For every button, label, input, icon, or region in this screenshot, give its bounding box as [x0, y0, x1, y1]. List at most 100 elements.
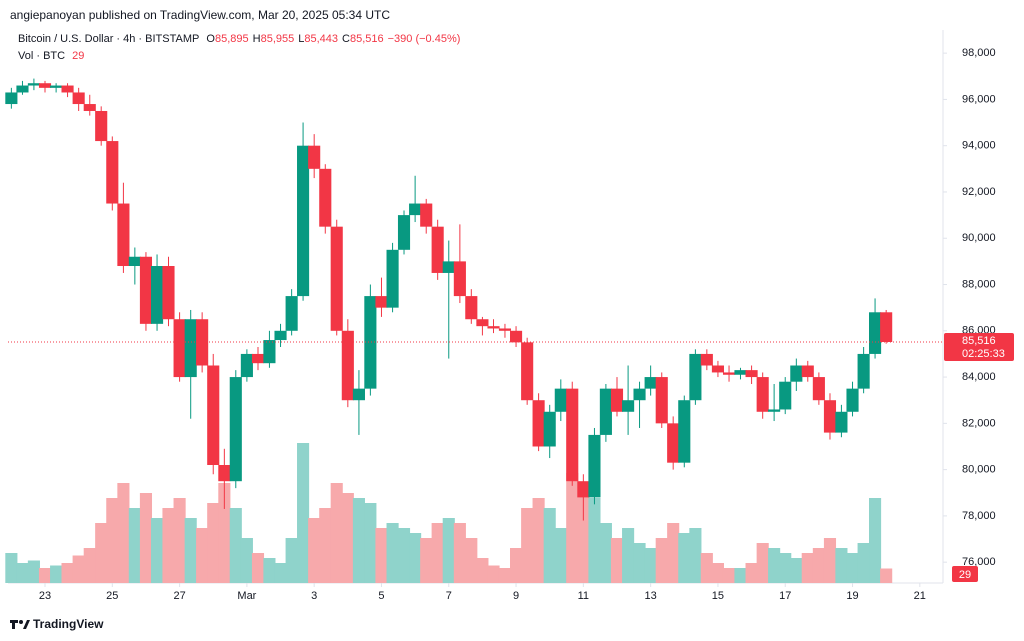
volume-bar [375, 528, 388, 583]
candle-body [487, 326, 500, 329]
volume-bar [330, 483, 343, 583]
candle-body [498, 328, 512, 331]
candle-body [756, 377, 769, 412]
candle-body [812, 377, 825, 401]
quote-item: C85,516 [342, 33, 384, 45]
volume-bar [801, 553, 814, 583]
candle-body [184, 319, 197, 378]
volume-title: Vol · BTC [18, 50, 66, 62]
volume-bar [756, 543, 769, 583]
volume-bar [240, 538, 253, 583]
y-tick-label: 84,000 [962, 371, 996, 383]
volume-bar [498, 568, 512, 583]
brand: TradingView [33, 617, 104, 631]
candle-body [83, 104, 96, 111]
candle-body [823, 400, 837, 433]
candle-body [386, 249, 399, 308]
volume-bar [722, 568, 736, 583]
volume-bar [577, 483, 590, 583]
candle-body [442, 261, 455, 273]
y-tick-label: 82,000 [962, 417, 996, 429]
volume-bar [173, 498, 186, 583]
y-tick-label: 78,000 [962, 510, 996, 522]
candle-body [229, 377, 242, 482]
volume-bar [790, 558, 803, 583]
quote-item: O85,895 [206, 33, 248, 45]
x-tick-label: 19 [846, 590, 858, 602]
candle-body [722, 372, 736, 375]
candle-body [846, 388, 859, 412]
candle-body [779, 381, 792, 410]
volume-bar [263, 558, 276, 583]
volume-bar [599, 523, 612, 583]
candle-body [554, 388, 567, 412]
candle-body [139, 256, 153, 324]
volume-bar [5, 553, 18, 583]
candle-body [678, 400, 691, 463]
x-tick-label: 27 [173, 590, 185, 602]
candle-body [655, 377, 668, 424]
candle-body [364, 296, 377, 389]
y-tick-label: 80,000 [962, 464, 996, 476]
volume-bar [207, 503, 220, 583]
candle-body [420, 203, 433, 227]
candle-body [308, 145, 321, 169]
x-tick-label: 11 [578, 590, 589, 602]
quote-key: C [342, 33, 350, 45]
volume-bar [431, 523, 444, 583]
x-tick-label: 15 [712, 590, 724, 602]
candle-body [162, 266, 175, 320]
candle-body [251, 353, 265, 364]
candle-body [667, 423, 680, 463]
candle-body [857, 353, 870, 389]
candle-body [16, 85, 29, 93]
x-tick-label: 21 [914, 590, 926, 602]
volume-bar [61, 563, 74, 583]
volume-bar [835, 548, 848, 583]
x-tick-label: 23 [39, 590, 51, 602]
candle-body [128, 256, 141, 267]
volume-bar [622, 528, 635, 583]
volume-badge-label: 29 [959, 569, 971, 581]
candle-body [263, 340, 276, 364]
candle-body [106, 141, 119, 204]
volume-bar [689, 528, 702, 583]
candle-body [95, 110, 108, 142]
last-price-label: 85,516 [962, 335, 996, 347]
candle-body [734, 370, 747, 375]
volume-bar [196, 528, 209, 583]
y-tick-label: 92,000 [962, 186, 996, 198]
candle-body [633, 388, 646, 401]
x-tick-label: 17 [779, 590, 791, 602]
volume-bar [768, 548, 781, 583]
y-tick-label: 76,000 [962, 556, 996, 568]
candle-body [453, 261, 466, 297]
quote-key: H [252, 33, 261, 45]
volume-bar [117, 483, 130, 583]
quote-item: H85,955 [253, 33, 295, 45]
candle-body [689, 353, 702, 401]
quote-key: O [206, 33, 215, 45]
volume-bar [352, 498, 365, 583]
volume-bar [95, 523, 108, 583]
volume-bar [162, 508, 175, 583]
volume-bar [106, 498, 119, 583]
volume-bar [487, 565, 500, 583]
volume-bar [341, 493, 354, 583]
x-tick-label: 13 [645, 590, 657, 602]
candle-body [61, 85, 74, 93]
candle-body [644, 377, 657, 389]
candle-body [577, 481, 590, 498]
candle-body [319, 168, 332, 227]
y-tick-label: 88,000 [962, 278, 996, 290]
volume-bar [779, 553, 792, 583]
x-tick-label: 9 [513, 590, 519, 602]
volume-bar [420, 538, 433, 583]
candle-body [50, 85, 63, 88]
candle-body [27, 83, 40, 86]
candle-body [150, 266, 164, 324]
symbol: Bitcoin / U.S. Dollar · 4h · BITSTAMP [18, 33, 200, 45]
candle-body [510, 330, 523, 343]
volume-bar [521, 508, 534, 583]
